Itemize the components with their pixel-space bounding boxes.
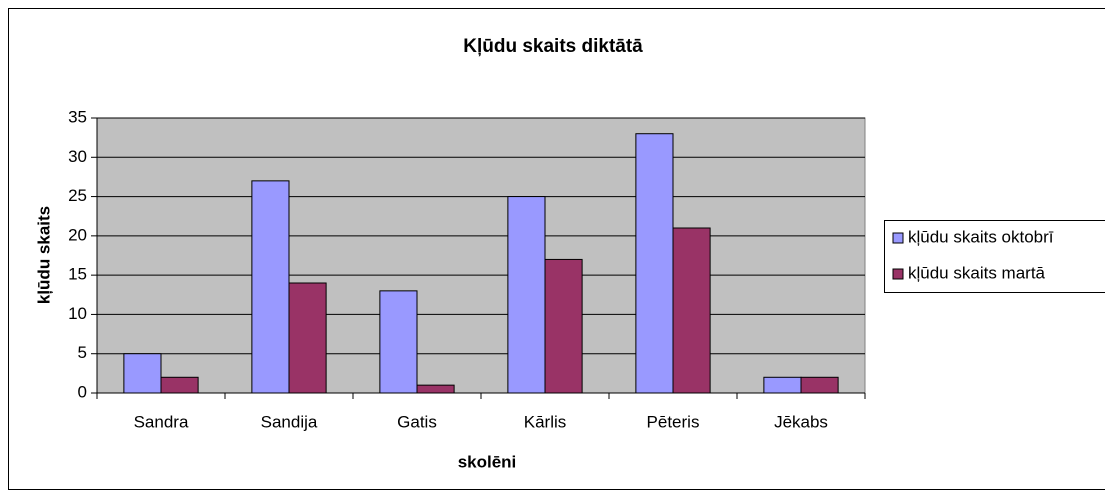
x-tick-label: Sandra xyxy=(134,412,189,431)
y-tick-label: 10 xyxy=(68,304,87,323)
bar xyxy=(160,376,199,394)
chart-title: Kļūdu skaits diktātā xyxy=(463,36,643,57)
y-tick-label: 30 xyxy=(68,147,87,166)
bar xyxy=(123,353,162,394)
y-tick-label: 5 xyxy=(78,343,87,362)
plot-area xyxy=(96,117,866,394)
legend-box xyxy=(884,220,1105,293)
x-tick-label: Sandija xyxy=(261,412,318,431)
x-tick-label: Jēkabs xyxy=(774,412,828,431)
legend-label: kļūdu skaits martā xyxy=(908,263,1046,282)
bar xyxy=(672,227,711,394)
legend-label: kļūdu skaits oktobrī xyxy=(908,227,1054,246)
y-tick-label: 15 xyxy=(68,265,87,284)
x-axis-label: skolēni xyxy=(458,452,517,471)
bar xyxy=(544,258,583,394)
x-tick-label: Gatis xyxy=(397,412,437,431)
y-tick-label: 20 xyxy=(68,225,87,244)
bar xyxy=(635,133,674,394)
bar xyxy=(251,180,290,394)
y-tick-label: 0 xyxy=(78,382,87,401)
y-tick-label: 25 xyxy=(68,186,87,205)
bar xyxy=(800,376,839,394)
y-tick-label: 35 xyxy=(68,107,87,126)
bar xyxy=(379,290,418,394)
bar xyxy=(507,196,546,394)
legend-swatch xyxy=(892,268,904,280)
x-tick-label: Kārlis xyxy=(524,412,567,431)
bar xyxy=(288,282,327,394)
x-tick-label: Pēteris xyxy=(647,412,700,431)
legend-swatch xyxy=(892,232,904,244)
bar xyxy=(763,376,802,394)
bar xyxy=(416,384,455,394)
y-axis-label: kļūdu skaits xyxy=(34,206,53,304)
